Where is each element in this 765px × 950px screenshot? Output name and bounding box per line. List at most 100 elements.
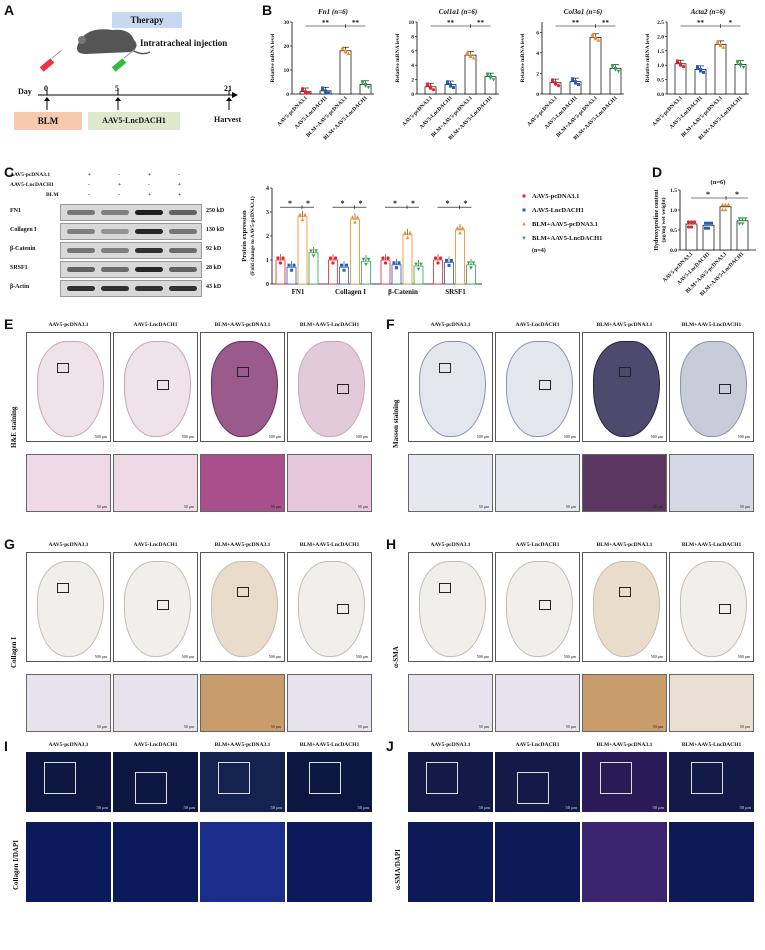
data-point	[723, 202, 728, 207]
y-tick-label: 4	[266, 186, 269, 192]
legend-label: AAV5-pcDNA3.1	[532, 193, 579, 200]
data-point	[327, 91, 330, 95]
data-point	[298, 212, 302, 217]
data-point	[740, 222, 745, 226]
y-tick-label: 6	[411, 49, 414, 55]
panel-i-images: Collagen I/DAPI AAV5-pcDNA3.1 50 μm AAV5-Ln…	[12, 740, 374, 950]
tick-5: 5	[115, 84, 119, 93]
zoom-image: 50 μm	[26, 454, 111, 512]
sig-label: **	[697, 19, 705, 27]
zoom-image: 50 μm	[495, 674, 580, 732]
scale-bar-label: 50 μm	[565, 805, 577, 810]
sig-label: **	[602, 19, 610, 27]
data-point	[383, 261, 388, 265]
group-title: BLM+AAV5-pcDNA3.1	[214, 742, 271, 748]
injection-label: Intratracheal injection	[140, 38, 228, 48]
data-point	[471, 261, 476, 265]
scale-bar-label: 50 μm	[652, 805, 664, 810]
group-title: AAV5-LncDACH1	[515, 742, 560, 748]
legend-label: BLM+AAV5-LncDACH1	[532, 235, 602, 242]
data-point	[710, 221, 713, 225]
overview-image: 50 μm	[26, 752, 111, 812]
zoom-image	[495, 822, 580, 902]
data-point	[610, 65, 615, 69]
lung-section	[298, 561, 365, 657]
blot-band	[67, 286, 95, 291]
blot-kd: 130 kD	[206, 227, 225, 233]
overview-image: 500 μm	[408, 332, 493, 442]
data-point	[340, 47, 345, 51]
stain-label: Collagen I	[10, 637, 18, 668]
mrna-chart-3: Acta2 (n=6) Relative mRNA level 0.0 0.5 1.0 1…	[645, 8, 749, 142]
scale-bar-label: 500 μm	[181, 654, 194, 659]
overview-image: 50 μm	[582, 752, 667, 812]
panel-label-h: H	[386, 536, 397, 552]
scale-bar-label: 50 μm	[565, 724, 576, 729]
data-point	[300, 217, 305, 222]
roi-box	[309, 762, 341, 794]
data-point	[405, 235, 410, 240]
y-tick-label: 0.0	[657, 92, 664, 98]
sig-label: *	[288, 199, 292, 208]
x-tick-label: β-Catenin	[388, 288, 418, 296]
sig-label: **	[572, 19, 580, 27]
y-tick-label: 2	[266, 234, 269, 240]
mouse-icon	[77, 29, 137, 54]
blot-name: FN1	[10, 208, 21, 214]
overview-image: 500 μm	[669, 552, 754, 662]
data-point	[556, 83, 561, 88]
data-point	[458, 231, 462, 235]
roi-box	[517, 772, 549, 804]
panel-label-d: D	[652, 164, 663, 180]
sig-label: **	[352, 19, 360, 27]
y-tick-label: 2	[536, 71, 539, 77]
blot-stack: FN1 250 kD Collagen I 130 kD β-Catenin 92 kD S…	[10, 204, 260, 304]
lung-section	[298, 341, 365, 437]
y-tick-label: 8	[411, 34, 414, 40]
sig-label: *	[411, 199, 415, 208]
group-title: AAV5-LncDACH1	[515, 542, 560, 548]
data-point	[395, 266, 398, 270]
y-axis-label: Protein expression	[241, 210, 248, 262]
chart-title: Fn1 (n=6)	[318, 8, 348, 16]
roi-box	[135, 772, 167, 804]
data-point	[522, 236, 526, 240]
scale-bar-label: 50 μm	[565, 504, 576, 509]
stain-label: Collagen I/DAPI	[12, 840, 20, 890]
blot-band	[135, 286, 163, 291]
blot-image	[60, 261, 202, 278]
sig-label: *	[341, 199, 345, 208]
y-tick-label: 10	[284, 68, 290, 74]
data-point	[321, 87, 324, 91]
mrna-chart-0: Fn1 (n=6)Relative mRNA level0102030AAV5-…	[270, 8, 374, 142]
data-point	[278, 261, 283, 265]
blot-kd: 250 kD	[206, 208, 225, 214]
data-point	[303, 212, 307, 217]
sig-label: *	[359, 199, 363, 208]
zoom-image: 50 μm	[408, 454, 493, 512]
x-tick-label: Collagen I	[335, 288, 366, 296]
lung-section	[593, 341, 660, 437]
bar	[734, 63, 747, 95]
data-point	[738, 64, 743, 68]
data-point	[699, 69, 702, 73]
syringe-red-icon	[39, 49, 63, 72]
data-point	[704, 221, 707, 225]
blot-band	[67, 210, 95, 215]
panel-label-i: I	[4, 738, 8, 754]
y-tick-label: 1	[266, 258, 269, 264]
zoom-image: 50 μm	[669, 674, 754, 732]
y-axis-label: (μg/mg wet weight)	[660, 197, 667, 242]
overview-image: 500 μm	[113, 332, 198, 442]
panel-d-chart: (n=6) Hydroxyproline content (μg/mg wet we…	[654, 179, 756, 298]
lung-section	[211, 561, 278, 657]
syringe-green-icon	[111, 49, 135, 72]
bar	[455, 229, 465, 285]
sign-cell: +	[178, 192, 182, 198]
group-title: AAV5-pcDNA3.1	[48, 542, 89, 548]
group-title: AAV5-pcDNA3.1	[430, 742, 471, 748]
data-point	[290, 268, 293, 272]
scale-bar-label: 50 μm	[183, 805, 195, 810]
bar	[674, 63, 687, 95]
blot-band	[101, 210, 129, 215]
